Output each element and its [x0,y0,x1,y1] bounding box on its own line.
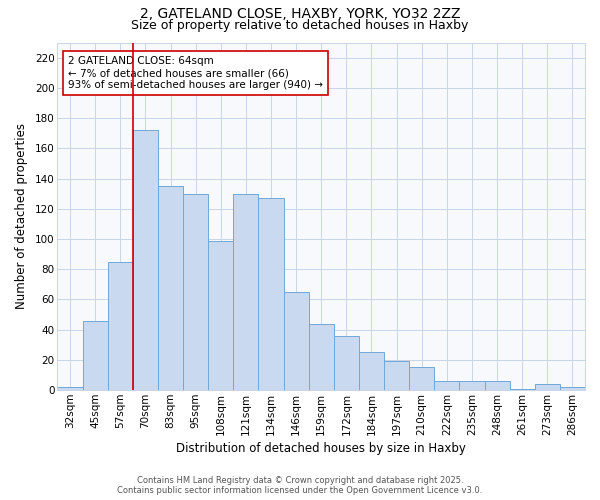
Bar [284,292,308,390]
Bar [208,240,233,390]
Bar [460,381,485,390]
Text: 2 GATELAND CLOSE: 64sqm
← 7% of detached houses are smaller (66)
93% of semi-det: 2 GATELAND CLOSE: 64sqm ← 7% of detached… [68,56,323,90]
Bar [83,320,108,390]
Bar [509,388,535,390]
Text: Size of property relative to detached houses in Haxby: Size of property relative to detached ho… [131,19,469,32]
Text: 2, GATELAND CLOSE, HAXBY, YORK, YO32 2ZZ: 2, GATELAND CLOSE, HAXBY, YORK, YO32 2ZZ [140,8,460,22]
X-axis label: Distribution of detached houses by size in Haxby: Distribution of detached houses by size … [176,442,466,455]
Bar [308,324,334,390]
Bar [485,381,509,390]
Bar [535,384,560,390]
Bar [359,352,384,390]
Text: Contains HM Land Registry data © Crown copyright and database right 2025.
Contai: Contains HM Land Registry data © Crown c… [118,476,482,495]
Bar [108,262,133,390]
Bar [158,186,183,390]
Bar [409,368,434,390]
Bar [183,194,208,390]
Bar [233,194,259,390]
Bar [560,387,585,390]
Bar [58,387,83,390]
Bar [259,198,284,390]
Bar [133,130,158,390]
Bar [334,336,359,390]
Y-axis label: Number of detached properties: Number of detached properties [15,124,28,310]
Bar [384,362,409,390]
Bar [434,381,460,390]
